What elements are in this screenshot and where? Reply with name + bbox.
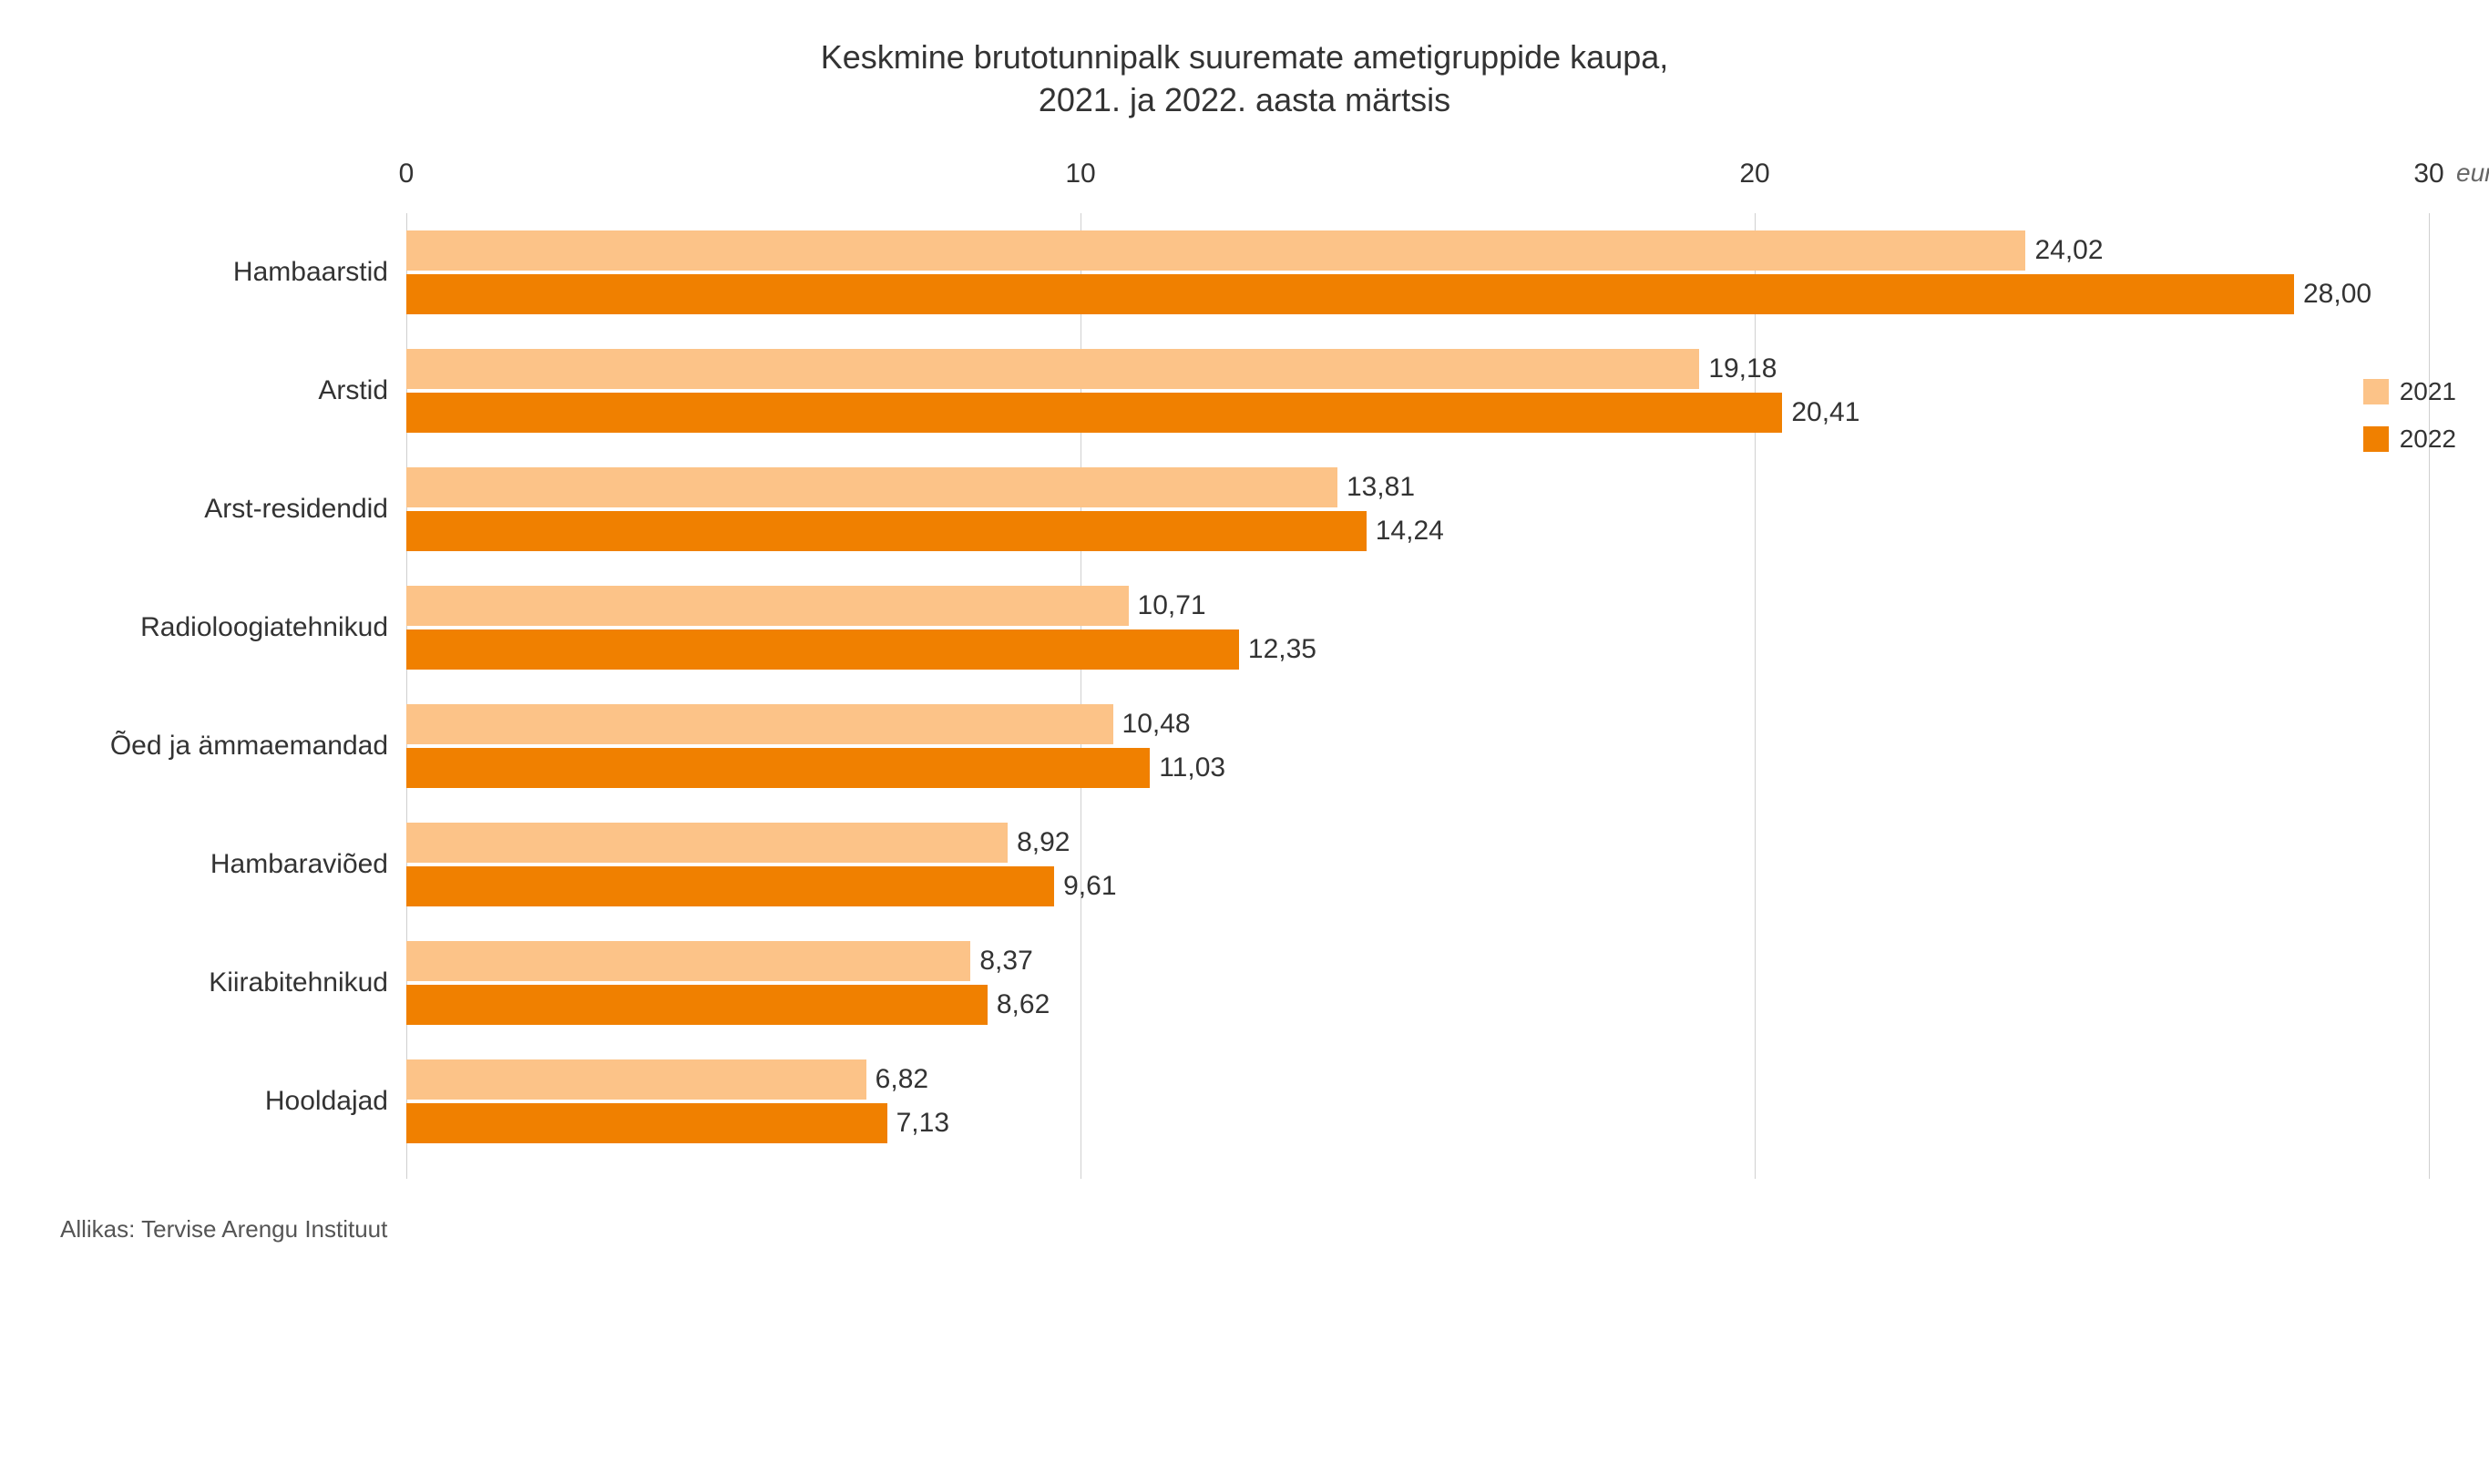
bar-row: 10,48 (406, 704, 2429, 744)
gridline (2429, 213, 2430, 1179)
bar-row: 20,41 (406, 393, 2429, 433)
bar-row: 6,82 (406, 1059, 2429, 1100)
axis-unit-label: eurot (2456, 159, 2489, 188)
bar-row: 12,35 (406, 629, 2429, 670)
bar-2022 (406, 1103, 887, 1143)
chart-title: Keskmine brutotunnipalk suuremate ametig… (60, 36, 2429, 122)
plot-area: 0102030eurot 24,0228,0019,1820,4113,8114… (406, 140, 2429, 1179)
bar-row: 7,13 (406, 1103, 2429, 1143)
bar-row: 9,61 (406, 866, 2429, 906)
bar-2021 (406, 823, 1008, 863)
bar-2021 (406, 704, 1113, 744)
bar-value-label: 8,92 (1017, 827, 1070, 858)
bar-value-label: 6,82 (876, 1064, 928, 1095)
bar-group: 6,82 7,13 (406, 1042, 2429, 1161)
bar-row: 8,62 (406, 985, 2429, 1025)
x-axis-tick: 0 (399, 159, 415, 189)
bar-value-label: 12,35 (1248, 634, 1316, 665)
bar-row: 10,71 (406, 586, 2429, 626)
bar-2022 (406, 866, 1054, 906)
bar-2022 (406, 629, 1239, 670)
bar-row: 8,92 (406, 823, 2429, 863)
y-axis-label: Arstid (60, 332, 406, 450)
bar-value-label: 11,03 (1159, 752, 1225, 783)
bar-group: 13,81 14,24 (406, 450, 2429, 568)
bar-value-label: 9,61 (1063, 871, 1116, 902)
bar-2022 (406, 274, 2294, 314)
y-axis-label: Õed ja ämmaemandad (60, 687, 406, 805)
bars-container: 24,02 28,00 19,18 20,41 13,81 14,24 10,71 12,35… (406, 213, 2429, 1161)
bar-group: 8,37 8,62 (406, 924, 2429, 1042)
source-text: Allikas: Tervise Arengu Instituut (60, 1215, 2429, 1243)
title-line-1: Keskmine brutotunnipalk suuremate ametig… (821, 38, 1669, 76)
bar-2021 (406, 941, 970, 981)
bar-value-label: 20,41 (1791, 397, 1859, 428)
y-axis-label: Kiirabitehnikud (60, 924, 406, 1042)
x-axis-tick: 10 (1065, 159, 1095, 189)
bar-value-label: 28,00 (2303, 279, 2371, 310)
bar-row: 11,03 (406, 748, 2429, 788)
bar-value-label: 7,13 (896, 1108, 949, 1139)
bar-value-label: 13,81 (1347, 472, 1415, 503)
bar-row: 13,81 (406, 467, 2429, 507)
bar-2021 (406, 1059, 866, 1100)
bar-row: 24,02 (406, 230, 2429, 271)
x-axis-tick: 30 (2413, 159, 2443, 189)
bar-2022 (406, 393, 1782, 433)
bar-group: 19,18 20,41 (406, 332, 2429, 450)
bar-row: 8,37 (406, 941, 2429, 981)
bar-row: 19,18 (406, 349, 2429, 389)
bar-value-label: 24,02 (2034, 235, 2103, 266)
bar-2021 (406, 586, 1129, 626)
x-axis: 0102030eurot (406, 140, 2429, 213)
bar-2021 (406, 349, 1699, 389)
bar-2021 (406, 467, 1337, 507)
bar-value-label: 8,62 (997, 989, 1050, 1020)
bar-group: 8,92 9,61 (406, 805, 2429, 924)
y-axis-label: Radioloogiatehnikud (60, 568, 406, 687)
chart-area: HambaarstidArstidArst-residendidRadioloo… (60, 140, 2429, 1179)
y-axis-labels: HambaarstidArstidArst-residendidRadioloo… (60, 140, 406, 1179)
y-axis-label: Hooldajad (60, 1042, 406, 1161)
bar-row: 14,24 (406, 511, 2429, 551)
y-axis-label: Arst-residendid (60, 450, 406, 568)
bar-value-label: 8,37 (979, 946, 1032, 977)
bar-value-label: 10,48 (1122, 709, 1191, 740)
bar-2022 (406, 985, 988, 1025)
bar-2022 (406, 511, 1367, 551)
bar-group: 10,71 12,35 (406, 568, 2429, 687)
bar-value-label: 14,24 (1376, 516, 1444, 547)
y-axis-label: Hambaraviõed (60, 805, 406, 924)
y-axis-label: Hambaarstid (60, 213, 406, 332)
x-axis-tick: 20 (1739, 159, 1769, 189)
bar-group: 24,02 28,00 (406, 213, 2429, 332)
bar-2022 (406, 748, 1150, 788)
bar-group: 10,48 11,03 (406, 687, 2429, 805)
title-line-2: 2021. ja 2022. aasta märtsis (1039, 81, 1450, 118)
chart-container: Keskmine brutotunnipalk suuremate ametig… (60, 36, 2429, 1243)
bar-2021 (406, 230, 2025, 271)
bar-value-label: 10,71 (1138, 590, 1206, 621)
bar-row: 28,00 (406, 274, 2429, 314)
bar-value-label: 19,18 (1708, 353, 1777, 384)
